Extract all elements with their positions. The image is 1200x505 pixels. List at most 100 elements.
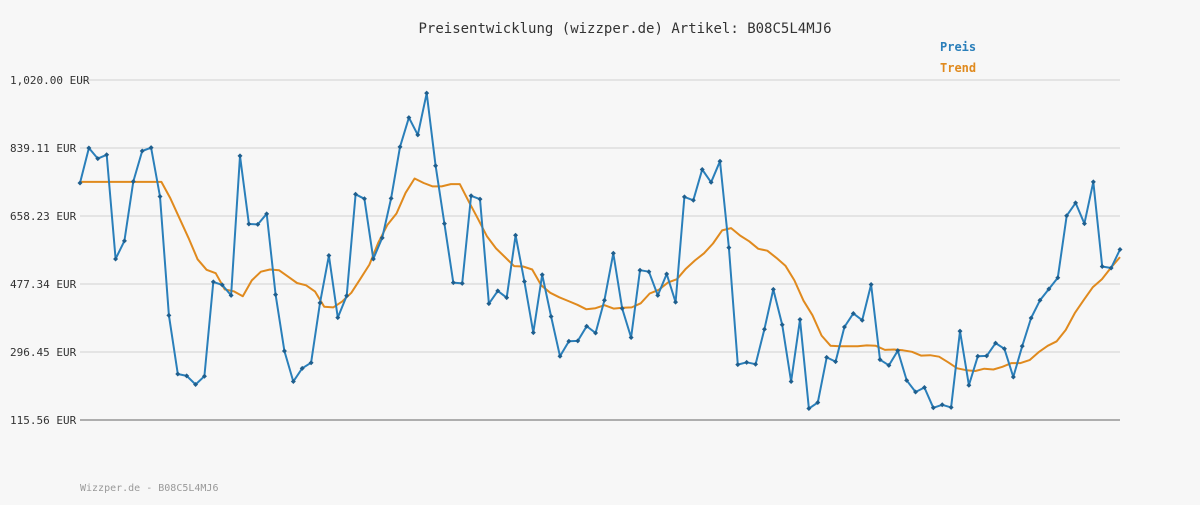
data-point-preis (308, 360, 314, 366)
data-point-preis (344, 293, 350, 299)
data-point-preis (610, 250, 616, 256)
data-point-preis (779, 322, 785, 328)
data-point-preis (646, 269, 652, 275)
data-point-preis (228, 292, 234, 298)
data-point-preis (548, 313, 554, 319)
data-point-preis (264, 211, 270, 217)
data-point-preis (361, 196, 367, 202)
data-point-preis (584, 323, 590, 329)
data-point-preis (566, 338, 572, 344)
data-point-preis (379, 235, 385, 241)
y-tick-label: 296.45 EUR (10, 346, 77, 359)
data-point-preis (184, 373, 190, 379)
data-point-preis (877, 357, 883, 363)
data-point-preis (201, 373, 207, 379)
data-point-preis (255, 221, 261, 227)
data-point-preis (468, 193, 474, 199)
data-point-preis (601, 297, 607, 303)
data-point-preis (175, 371, 181, 377)
data-point-preis (1117, 247, 1123, 253)
data-point-preis (930, 405, 936, 411)
data-point-preis (1099, 263, 1105, 269)
data-point-preis (1064, 213, 1070, 219)
data-point-preis (441, 221, 447, 227)
data-point-preis (326, 253, 332, 259)
data-point-preis (1010, 374, 1016, 380)
data-point-preis (895, 348, 901, 354)
data-point-preis (975, 353, 981, 359)
data-point-preis (735, 362, 741, 368)
data-point-preis (104, 152, 110, 158)
data-point-preis (139, 148, 145, 154)
data-point-preis (424, 90, 430, 96)
data-point-preis (299, 365, 305, 371)
data-point-preis (993, 340, 999, 346)
chart-title: Preisentwicklung (wizzper.de) Artikel: B… (418, 21, 831, 37)
data-point-preis (521, 278, 527, 284)
data-point-preis (850, 310, 856, 316)
series-line-trend (80, 177, 1121, 372)
data-point-preis (833, 359, 839, 365)
data-point-preis (957, 328, 963, 334)
data-point-preis (886, 362, 892, 368)
data-point-preis (1037, 297, 1043, 303)
data-point-preis (406, 115, 412, 121)
data-point-preis (486, 301, 492, 307)
data-point-preis (335, 315, 341, 321)
data-point-preis (477, 196, 483, 202)
data-point-preis (619, 306, 625, 312)
data-point-preis (913, 389, 919, 395)
data-point-preis (593, 330, 599, 336)
legend-trend: Trend (940, 61, 976, 75)
data-point-preis (921, 385, 927, 391)
data-point-preis (824, 354, 830, 360)
data-point-preis (317, 300, 323, 306)
data-point-preis (770, 286, 776, 292)
y-axis-ticks: 1,020.00 EUR 839.11 EUR 658.23 EUR 477.34 E… (10, 74, 90, 427)
data-point-preis (290, 378, 296, 384)
data-point-preis (281, 348, 287, 354)
data-point-preis (353, 191, 359, 197)
data-point-preis (166, 312, 172, 318)
data-point-preis (637, 267, 643, 273)
data-point-preis (797, 316, 803, 322)
data-point-preis (1046, 286, 1052, 292)
data-point-preis (690, 197, 696, 203)
data-point-preis (699, 166, 705, 172)
data-point-preis (415, 132, 421, 138)
data-point-preis (841, 324, 847, 330)
data-point-preis (717, 158, 723, 164)
data-point-preis (450, 280, 456, 286)
data-point-preis (370, 256, 376, 262)
data-point-preis (157, 194, 163, 200)
data-point-preis (1081, 221, 1087, 227)
data-point-preis (744, 359, 750, 365)
data-point-preis (193, 381, 199, 387)
data-point-preis (237, 153, 243, 159)
data-point-preis (495, 288, 501, 294)
data-point-preis (113, 256, 119, 262)
data-point-preis (513, 232, 519, 238)
data-point-preis (121, 238, 127, 244)
data-point-preis (655, 292, 661, 298)
data-point-preis (1090, 179, 1096, 185)
data-point-preis (530, 330, 536, 336)
data-point-preis (761, 326, 767, 332)
data-point-preis (673, 299, 679, 305)
data-point-preis (77, 180, 83, 186)
data-point-preis (557, 353, 563, 359)
y-tick-label: 839.11 EUR (10, 142, 77, 155)
legend-preis: Preis (940, 40, 976, 54)
data-point-preis (575, 338, 581, 344)
series-layer (77, 90, 1123, 412)
grid-lines (80, 79, 1120, 353)
footer-text: Wizzper.de - B08C5L4MJ6 (80, 483, 218, 494)
data-point-preis (628, 335, 634, 341)
data-point-preis (539, 272, 545, 278)
data-point-preis (397, 144, 403, 150)
y-tick-label: 658.23 EUR (10, 210, 77, 223)
series-line-preis (79, 92, 1121, 410)
data-point-preis (1055, 275, 1061, 281)
